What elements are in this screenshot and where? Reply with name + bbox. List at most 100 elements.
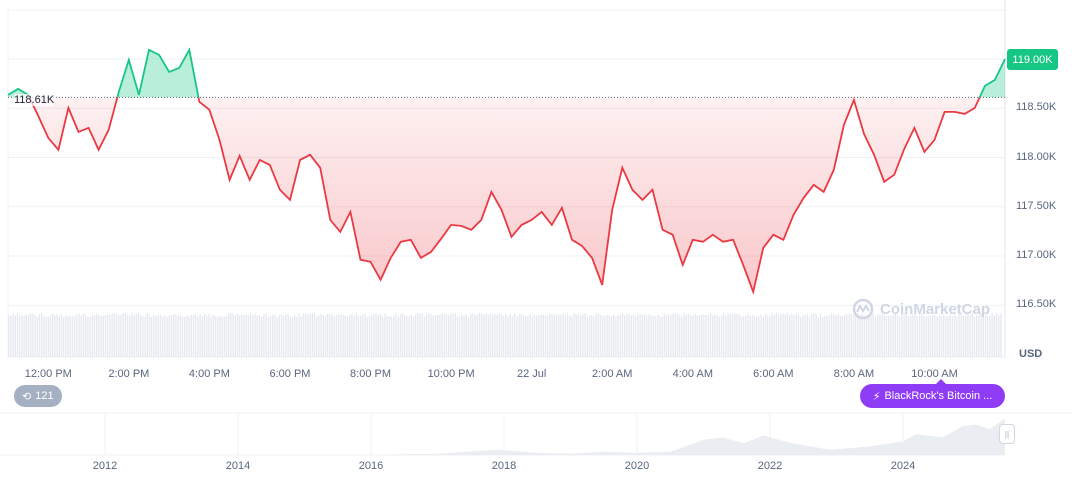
volume-bar: [85, 315, 87, 357]
volume-bar: [980, 313, 982, 357]
volume-bar: [307, 314, 309, 357]
navigator-handle[interactable]: ||: [999, 424, 1015, 444]
volume-bar: [283, 315, 285, 357]
volume-bar: [140, 315, 142, 357]
volume-bar: [971, 313, 973, 357]
volume-bar: [382, 316, 384, 357]
volume-bar: [982, 315, 984, 357]
volume-bar: [434, 315, 437, 357]
volume-bar: [195, 314, 197, 357]
volume-bar: [841, 316, 844, 357]
volume-bar: [879, 314, 881, 357]
volume-bar: [989, 315, 991, 357]
x-tick-label: 6:00 AM: [753, 368, 794, 380]
volume-bar: [965, 314, 967, 357]
volume-bar: [225, 315, 228, 357]
news-event-label: BlackRock's Bitcoin ...: [884, 390, 993, 402]
volume-bar: [298, 313, 300, 357]
volume-bar: [672, 313, 674, 357]
volume-bar: [522, 314, 525, 357]
volume-bar: [459, 316, 461, 357]
volume-bar: [320, 313, 322, 357]
volume-bar: [725, 316, 727, 357]
volume-bar: [311, 313, 313, 357]
volume-bar: [780, 314, 782, 357]
volume-bar: [643, 313, 646, 357]
volume-bar: [936, 316, 938, 357]
news-event-button[interactable]: ⚡︎ BlackRock's Bitcoin ...: [860, 379, 1005, 408]
volume-bar: [599, 314, 602, 357]
volume-bar: [659, 316, 661, 357]
volume-bar: [762, 316, 764, 357]
volume-bar: [932, 314, 934, 357]
volume-bar: [857, 313, 859, 357]
volume-bar: [129, 315, 131, 357]
volume-bar: [329, 314, 331, 357]
volume-bar: [448, 315, 450, 357]
volume-bar: [608, 315, 610, 357]
volume-bar: [210, 316, 212, 357]
volume-bar: [668, 314, 670, 357]
volume-bar: [41, 313, 43, 357]
volume-bar: [984, 314, 987, 357]
volume-bar: [866, 315, 868, 357]
volume-bar: [476, 314, 478, 357]
volume-bar: [604, 316, 606, 357]
volume-bar: [593, 316, 595, 357]
volume-bar: [203, 313, 206, 357]
volume-bar: [287, 313, 289, 357]
x-tick-label: 22 Jul: [516, 368, 547, 380]
volume-bar: [993, 315, 995, 357]
volume-bar: [151, 316, 153, 357]
volume-bar: [10, 315, 12, 357]
volume-bar: [833, 314, 835, 357]
volume-bar: [338, 314, 340, 357]
volume-bar: [998, 315, 1000, 357]
volume-bar: [791, 313, 793, 357]
volume-bar: [753, 316, 756, 357]
volume-bar: [408, 316, 410, 357]
volume-bar: [80, 315, 82, 357]
volume-bar: [872, 313, 874, 357]
volume-bar: [661, 316, 663, 357]
area-below-baseline: [29, 97, 980, 292]
volume-bar: [973, 316, 976, 357]
volume-bar: [626, 313, 628, 357]
volume-bar: [296, 316, 298, 357]
volume-bar: [951, 316, 954, 357]
volume-bar: [516, 316, 518, 357]
volume-bar: [32, 313, 34, 357]
volume-bar: [892, 314, 894, 357]
volume-bar: [615, 316, 617, 357]
volume-bar: [811, 313, 813, 357]
volume-bar: [745, 315, 747, 357]
volume-bar: [571, 316, 573, 357]
volume-bar: [747, 314, 749, 357]
volume-bar: [461, 314, 463, 357]
volume-bar: [995, 313, 998, 357]
volume-bar: [162, 316, 164, 357]
volume-bar: [241, 314, 243, 357]
volume-bar: [738, 314, 740, 357]
volume-bar: [173, 313, 175, 357]
volume-bar: [445, 314, 448, 357]
x-tick-label: 10:00 PM: [427, 368, 475, 380]
volume-bar: [148, 314, 151, 357]
volume-bar: [830, 313, 833, 357]
volume-bar: [773, 315, 775, 357]
volume-bar: [87, 316, 89, 357]
volume-bar: [890, 315, 892, 357]
volume-bar: [670, 314, 672, 357]
volume-bar: [401, 313, 404, 357]
volume-bar: [49, 315, 52, 357]
volume-bar: [135, 313, 137, 357]
volume-bar: [844, 315, 846, 357]
volume-bar: [177, 315, 179, 357]
volume-bar: [868, 315, 870, 357]
volume-bar: [723, 313, 725, 357]
volume-bar: [364, 314, 366, 357]
volume-bar: [756, 316, 758, 357]
events-button[interactable]: ⟲ 121: [14, 385, 62, 407]
